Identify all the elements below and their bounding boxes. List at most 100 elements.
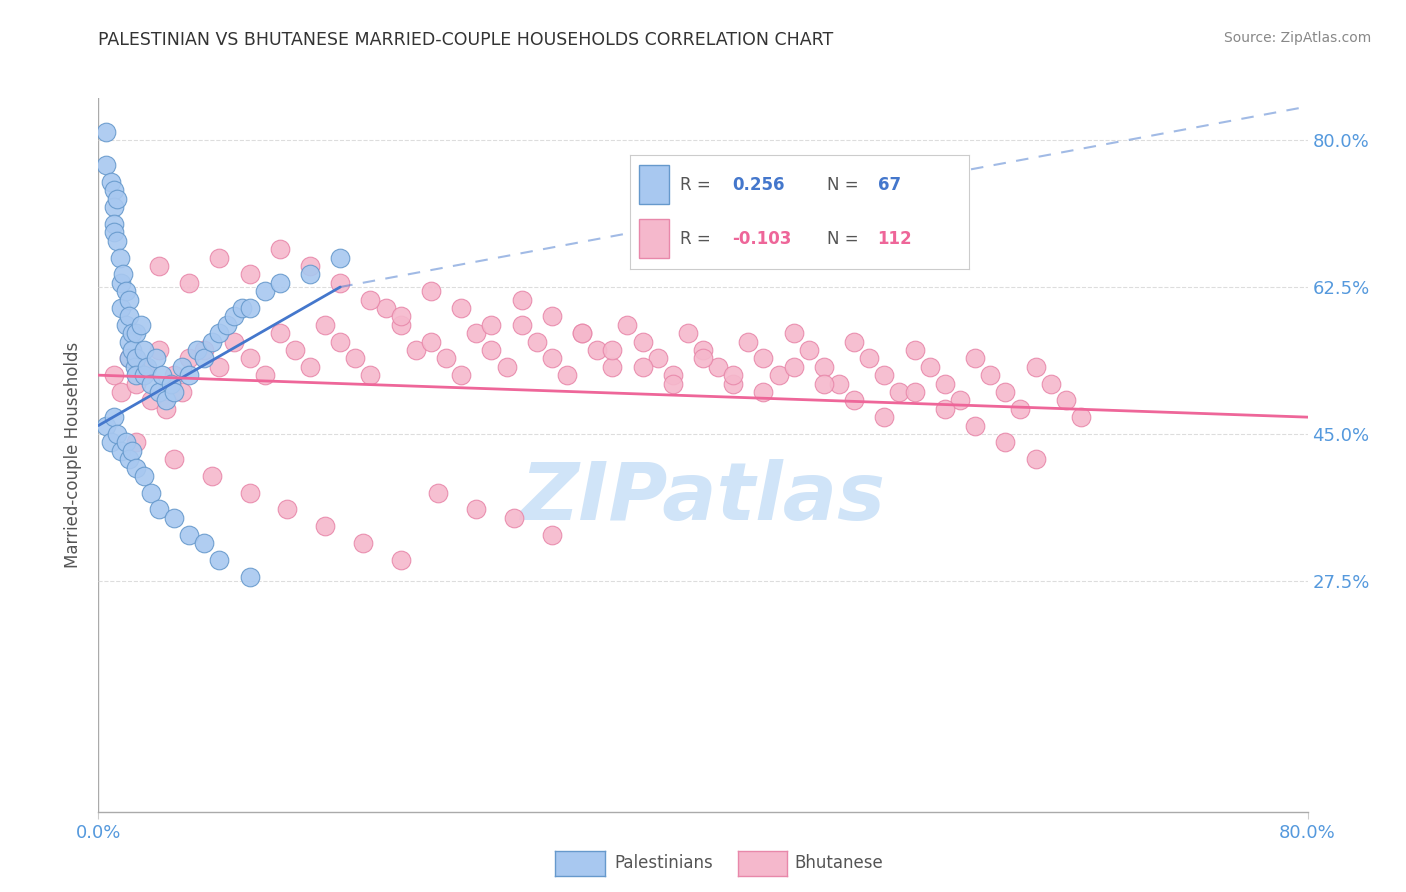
Point (1010, 401, 1032, 416)
Point (299, 268, 322, 282)
Point (692, 351, 714, 366)
Point (797, 343, 820, 357)
Point (783, 359, 806, 374)
Point (269, 326, 291, 341)
Text: Bhutanese: Bhutanese (794, 855, 883, 872)
Point (616, 318, 638, 332)
Point (813, 376, 835, 391)
Point (253, 284, 276, 298)
Point (752, 351, 775, 366)
Text: Palestinians: Palestinians (614, 855, 713, 872)
Point (495, 359, 517, 374)
Point (420, 334, 443, 349)
Point (299, 359, 322, 374)
Point (904, 343, 927, 357)
Point (114, 318, 136, 332)
Point (768, 368, 790, 383)
Point (1024, 359, 1046, 374)
Point (602, 359, 624, 374)
Point (100, 435, 122, 450)
Point (215, 318, 238, 332)
Point (965, 418, 987, 433)
Point (110, 384, 132, 399)
Point (224, 334, 246, 349)
Point (105, 192, 128, 206)
Point (155, 393, 177, 408)
Point (1054, 393, 1077, 408)
Point (193, 343, 215, 357)
Y-axis label: Married-couple Households: Married-couple Households (65, 342, 83, 568)
Point (103, 200, 125, 214)
Point (110, 301, 132, 315)
Point (723, 376, 745, 391)
Point (434, 351, 457, 366)
Point (208, 251, 231, 265)
Point (676, 326, 699, 341)
Point (103, 410, 125, 425)
Point (813, 359, 835, 374)
Point (121, 443, 143, 458)
Point (510, 293, 533, 307)
Point (125, 351, 148, 366)
Point (208, 359, 231, 374)
Point (1070, 410, 1092, 425)
Point (707, 359, 730, 374)
Point (662, 376, 685, 391)
Point (103, 368, 125, 383)
Point (465, 502, 488, 516)
Text: ZIPatlas: ZIPatlas (520, 458, 886, 537)
Point (844, 334, 866, 349)
Point (132, 343, 155, 357)
Point (179, 351, 201, 366)
Point (155, 401, 177, 416)
Point (103, 184, 125, 198)
Point (239, 301, 262, 315)
Point (239, 485, 262, 500)
Point (163, 511, 186, 525)
Text: PALESTINIAN VS BHUTANESE MARRIED-COUPLE HOUSEHOLDS CORRELATION CHART: PALESTINIAN VS BHUTANESE MARRIED-COUPLE … (98, 31, 834, 49)
Point (994, 435, 1017, 450)
Point (314, 318, 336, 332)
Point (110, 276, 132, 290)
Point (465, 326, 488, 341)
Point (329, 251, 352, 265)
Point (179, 276, 201, 290)
Point (571, 326, 593, 341)
Point (201, 334, 224, 349)
Point (193, 536, 215, 550)
Point (118, 334, 141, 349)
Point (904, 384, 927, 399)
Point (231, 301, 253, 315)
Point (179, 527, 201, 541)
Point (450, 368, 472, 383)
Point (135, 359, 157, 374)
Point (121, 343, 143, 357)
Point (540, 310, 562, 324)
Point (631, 334, 654, 349)
Point (420, 284, 443, 298)
Point (148, 384, 170, 399)
Point (540, 351, 562, 366)
Point (873, 410, 896, 425)
Point (103, 226, 125, 240)
Point (783, 326, 806, 341)
Point (201, 469, 224, 483)
Point (450, 301, 472, 315)
Point (631, 359, 654, 374)
Point (125, 460, 148, 475)
Point (662, 368, 685, 383)
Point (111, 268, 134, 282)
Point (105, 426, 128, 441)
Point (148, 502, 170, 516)
Point (193, 351, 215, 366)
Point (186, 343, 208, 357)
Point (179, 368, 201, 383)
Point (526, 334, 548, 349)
Point (481, 343, 503, 357)
Point (889, 384, 911, 399)
Point (329, 276, 352, 290)
Point (752, 384, 775, 399)
Point (269, 276, 291, 290)
Point (934, 376, 956, 391)
Point (555, 368, 578, 383)
